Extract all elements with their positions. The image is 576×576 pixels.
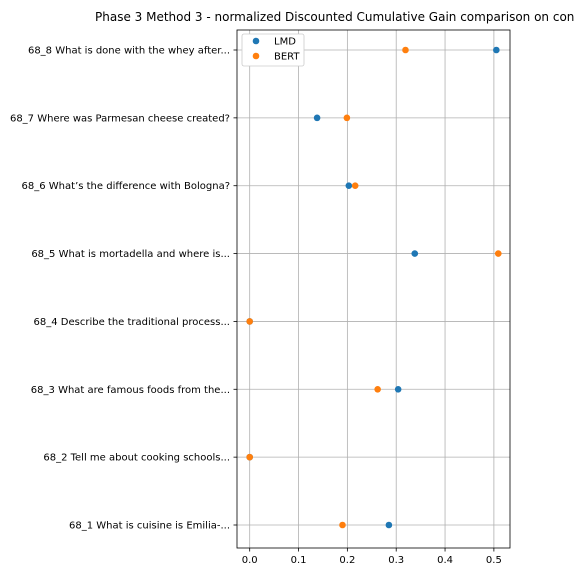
chart-title: Phase 3 Method 3 - normalized Discounted… <box>95 10 574 24</box>
point-lmd <box>345 182 353 190</box>
plot-area-frame <box>236 29 511 549</box>
point-bert <box>246 453 253 461</box>
point-layer <box>246 46 502 529</box>
legend-label-lmd: LMD <box>274 37 296 48</box>
x-tick-label: 0.2 <box>339 555 355 566</box>
point-bert <box>402 46 409 54</box>
point-lmd <box>493 46 500 54</box>
point-lmd <box>394 385 402 393</box>
x-tick-label: 0.0 <box>242 555 258 566</box>
y-tick-label: 68_2 Tell me about cooking schools... <box>43 453 230 464</box>
grid-layer <box>237 30 510 548</box>
x-tick-label: 0.5 <box>486 555 502 566</box>
point-lmd <box>411 250 419 257</box>
legend-label-bert: BERT <box>274 52 300 63</box>
legend-marker-lmd <box>252 37 260 45</box>
point-lmd <box>313 114 321 122</box>
y-tick-label: 68_1 What is cuisine is Emilia-... <box>69 521 230 532</box>
x-tick-label: 0.4 <box>437 555 453 566</box>
y-tick-label: 68_5 What is mortadella and where is... <box>31 249 230 260</box>
point-bert <box>339 521 346 529</box>
legend: LMD BERT <box>241 33 305 67</box>
point-bert <box>246 318 253 325</box>
point-lmd <box>385 521 393 529</box>
tick-layer: 0.0 0.1 0.2 0.3 0.4 0.5 68_1 What is cuisine i… <box>10 46 502 567</box>
point-bert <box>351 182 359 190</box>
legend-marker-bert <box>252 52 260 60</box>
y-tick-label: 68_7 Where was Parmesan cheese created? <box>10 113 230 124</box>
point-bert <box>494 250 502 257</box>
point-bert <box>374 385 381 393</box>
x-tick-label: 0.3 <box>388 555 404 566</box>
y-tick-label: 68_8 What is done with the whey after... <box>28 46 230 57</box>
point-bert <box>343 114 351 122</box>
y-tick-label: 68_6 What’s the difference with Bologna? <box>22 181 230 192</box>
x-tick-label: 0.1 <box>291 555 307 566</box>
y-tick-label: 68_3 What are famous foods from the... <box>31 385 230 396</box>
y-tick-label: 68_4 Describe the traditional process... <box>34 317 230 328</box>
